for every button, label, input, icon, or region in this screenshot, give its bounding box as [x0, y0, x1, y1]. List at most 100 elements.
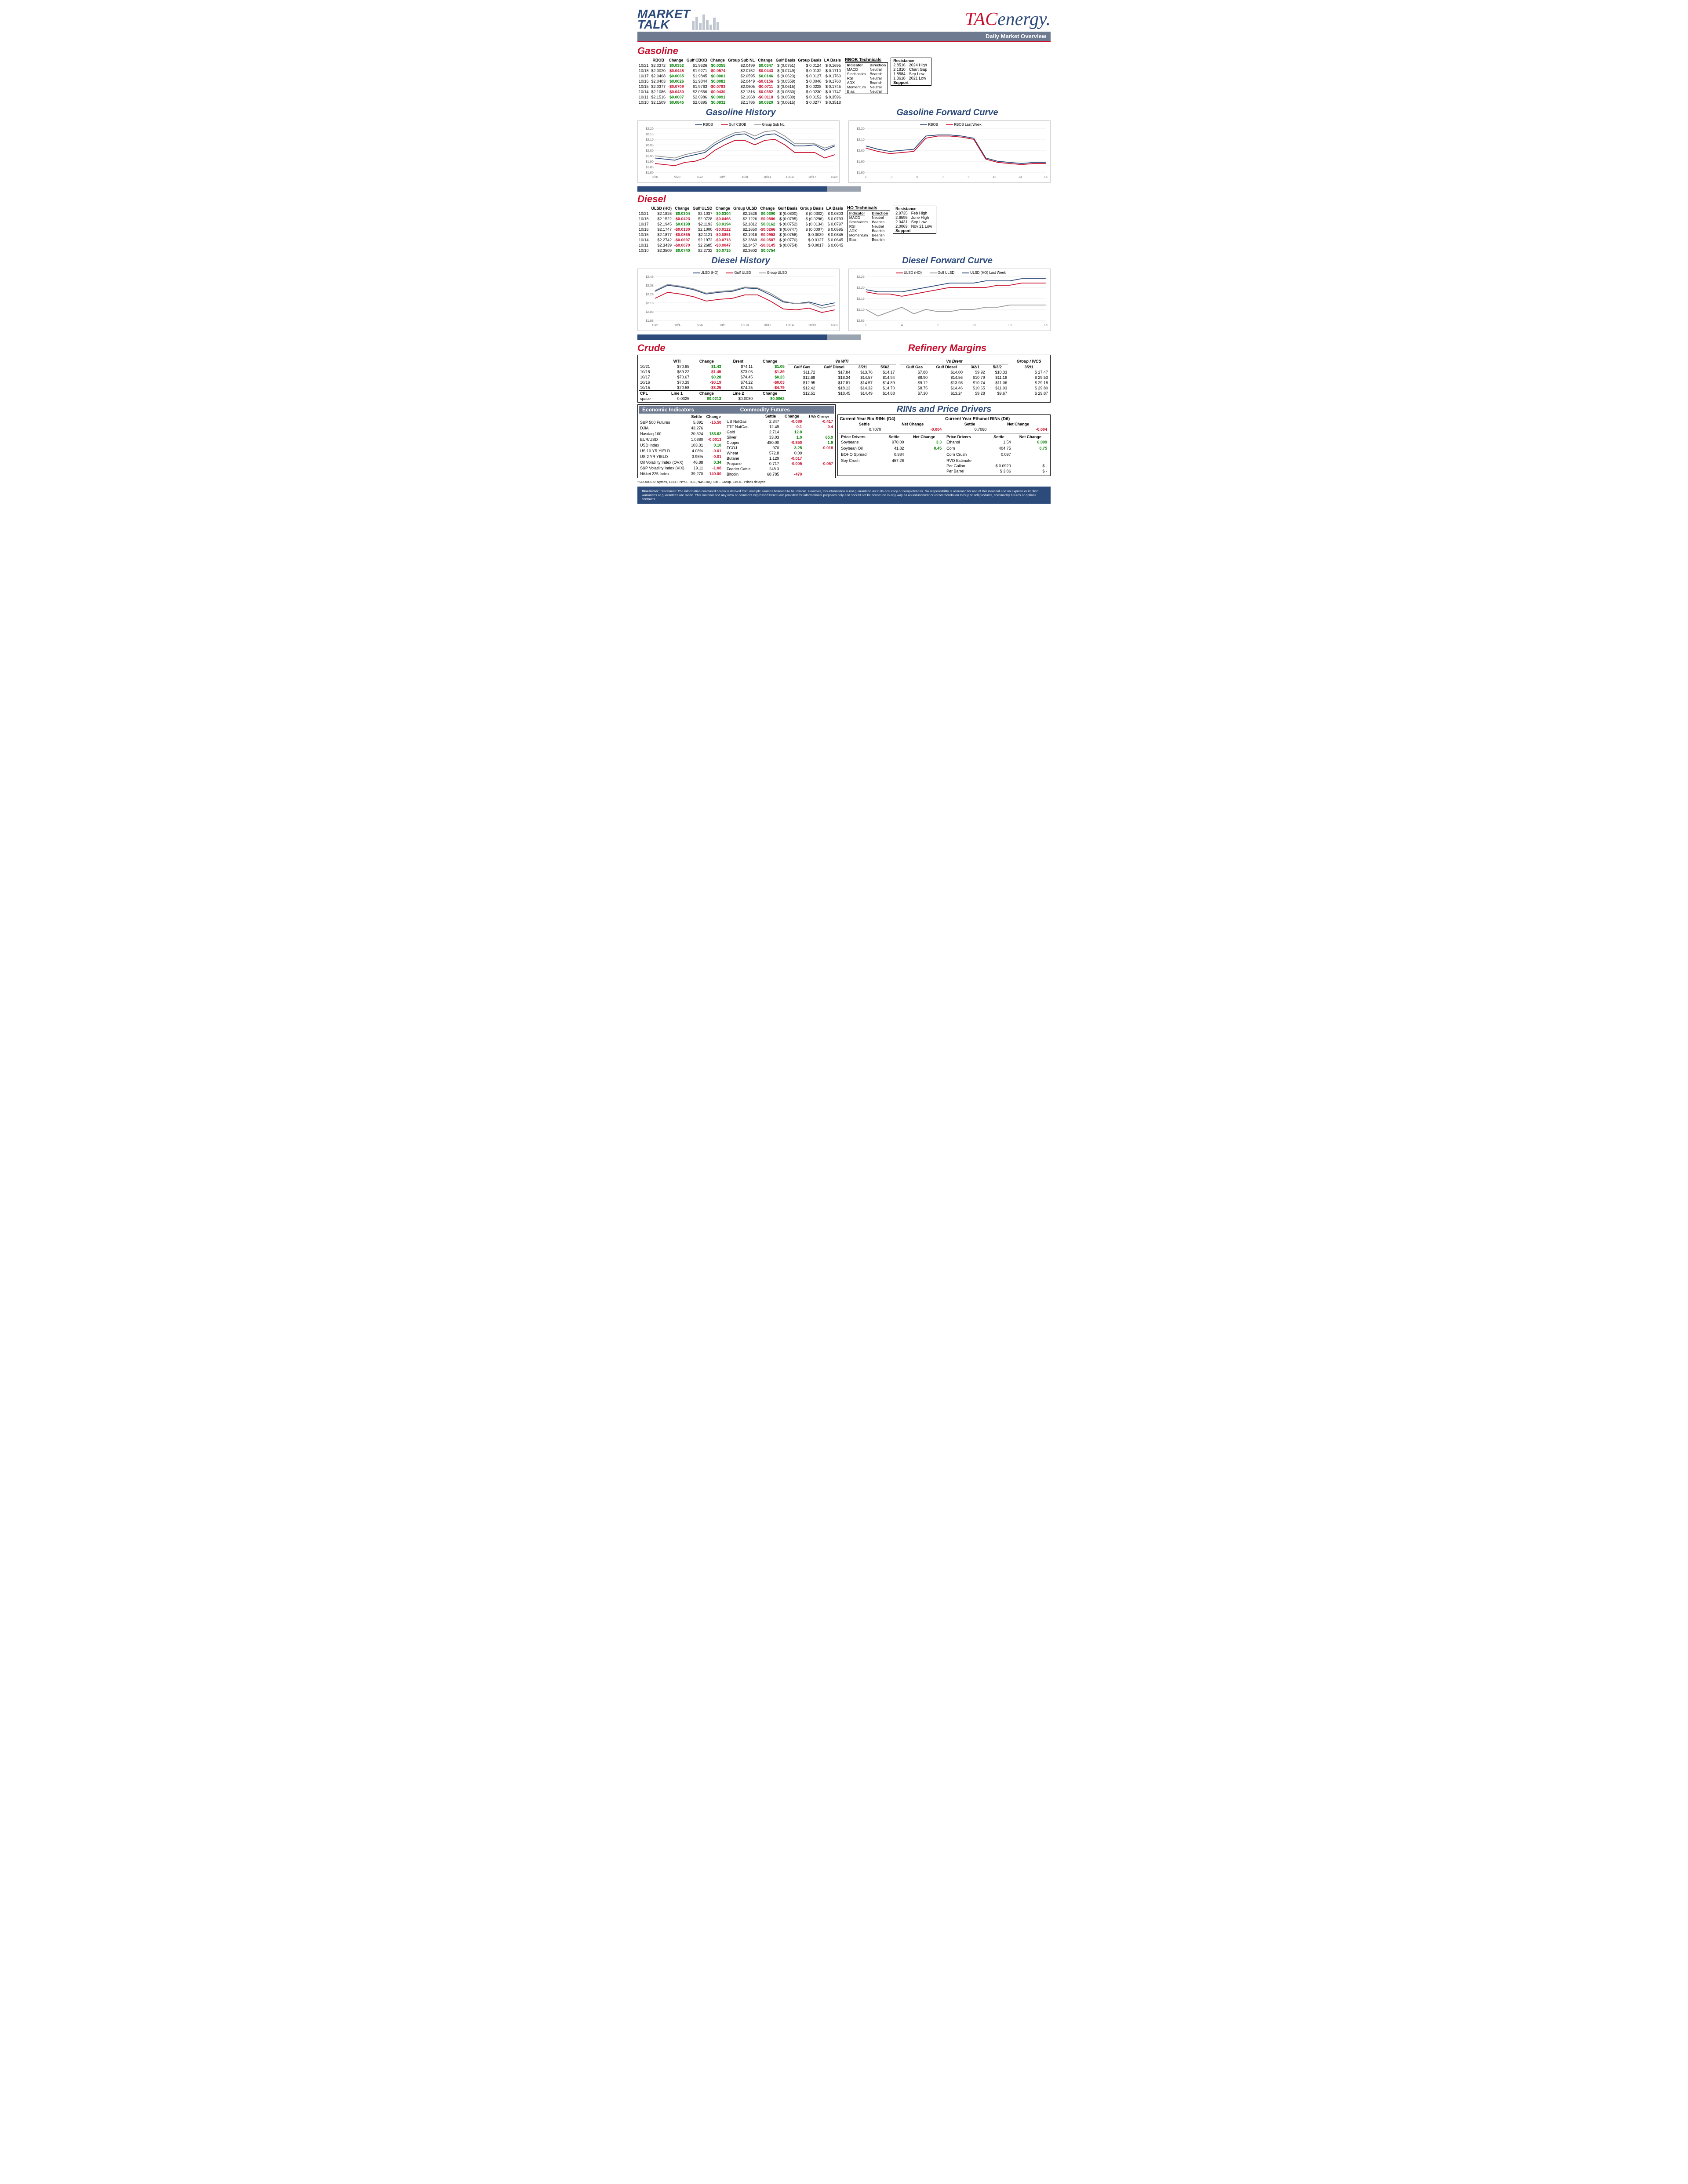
gasoline-resistance-table: Resistance2.85162024 High2.1810Chart Gap… [892, 58, 930, 85]
svg-text:10/2: 10/2 [652, 324, 658, 327]
svg-text:10/20: 10/20 [831, 176, 837, 179]
diesel-resistance-box: Resistance2.9735Feb High2.6595June High2… [893, 206, 936, 234]
svg-text:11: 11 [993, 176, 996, 179]
diesel-table: ULSD (HO)ChangeGulf ULSDChangeGroup ULSD… [637, 206, 844, 253]
svg-text:$2.25: $2.25 [857, 276, 865, 279]
gas-history-chart: RBOBGulf CBOBGroup Sub NL$1.80$1.85$1.90… [637, 120, 840, 183]
diesel-history-title: Diesel History [637, 256, 844, 266]
svg-text:10/4: 10/4 [674, 324, 680, 327]
divider-2 [637, 334, 1051, 340]
svg-text:16: 16 [1044, 324, 1048, 327]
diesel-charts: ULSD (HO)Gulf ULSDGroup ULSD$1.98$2.08$2… [637, 269, 1051, 331]
svg-text:5: 5 [917, 176, 918, 179]
svg-text:7: 7 [937, 324, 939, 327]
tac-blue: energy [997, 9, 1046, 29]
refinery-table: Vs WTIVs BrentGroup / WCSGulf GasGulf Di… [788, 359, 1049, 396]
svg-text:$2.00: $2.00 [857, 149, 865, 153]
svg-text:10/16: 10/16 [808, 324, 816, 327]
diesel-history-chart: ULSD (HO)Gulf ULSDGroup ULSD$1.98$2.08$2… [637, 269, 840, 331]
svg-text:$2.08: $2.08 [646, 311, 654, 314]
svg-text:$2.15: $2.15 [857, 298, 865, 301]
svg-text:$1.90: $1.90 [857, 160, 865, 164]
svg-text:15: 15 [1044, 176, 1048, 179]
svg-text:$2.18: $2.18 [646, 302, 654, 305]
svg-text:10/2: 10/2 [697, 176, 703, 179]
diesel-resistance-table: Resistance2.9735Feb High2.6595June High2… [895, 207, 935, 233]
diesel-section: ULSD (HO)ChangeGulf ULSDChangeGroup ULSD… [637, 206, 1051, 253]
tac-logo: TACenergy. [965, 9, 1051, 30]
svg-text:9/26: 9/26 [652, 176, 658, 179]
bottom-section: Economic Indicators Commodity Futures Se… [637, 404, 1051, 478]
svg-text:$1.95: $1.95 [646, 155, 654, 158]
gasoline-title: Gasoline [637, 45, 1051, 57]
svg-text:10/14: 10/14 [786, 324, 794, 327]
svg-text:10/18: 10/18 [831, 324, 837, 327]
svg-text:1: 1 [865, 176, 867, 179]
crude-title: Crude [637, 342, 844, 354]
svg-text:$2.00: $2.00 [646, 149, 654, 153]
disclaimer-text: Disclaimer: The information contained he… [642, 489, 1038, 501]
svg-text:$2.05: $2.05 [857, 320, 865, 323]
gasoline-resistance-box: Resistance2.85162024 High2.1810Chart Gap… [891, 58, 931, 86]
svg-text:$2.48: $2.48 [646, 276, 654, 279]
svg-text:13: 13 [1018, 176, 1022, 179]
header: MARKET TALK TACenergy. [637, 9, 1051, 30]
crude-table: WTIChangeBrentChange10/21$70.65$1.43$74.… [639, 359, 786, 401]
svg-text:$1.85: $1.85 [646, 166, 654, 169]
econ-title: Economic Indicators [639, 406, 737, 414]
ho-tech-table: IndicatorDirectionMACDNeutralStochastics… [847, 211, 890, 242]
svg-text:10/14: 10/14 [786, 176, 794, 179]
svg-text:4: 4 [901, 324, 903, 327]
market-talk-logo: MARKET TALK [637, 9, 727, 30]
svg-text:10/10: 10/10 [741, 324, 749, 327]
svg-text:3: 3 [891, 176, 892, 179]
svg-text:$1.98: $1.98 [646, 320, 654, 323]
commodity-title: Commodity Futures [737, 406, 835, 414]
svg-text:10/11: 10/11 [764, 176, 771, 179]
rins-title: RINs and Price Drivers [837, 404, 1051, 414]
rins-box: Current Year Bio RINs (D4)SettleNet Chan… [837, 414, 1051, 476]
svg-text:$2.20: $2.20 [646, 127, 654, 131]
gas-history-title: Gasoline History [637, 108, 844, 118]
svg-text:10/6: 10/6 [697, 324, 703, 327]
svg-text:$1.80: $1.80 [857, 171, 865, 174]
svg-text:$2.05: $2.05 [646, 144, 654, 147]
svg-text:$2.38: $2.38 [646, 284, 654, 287]
svg-text:1: 1 [865, 324, 867, 327]
svg-text:9: 9 [968, 176, 970, 179]
svg-text:9/29: 9/29 [674, 176, 680, 179]
svg-text:13: 13 [1008, 324, 1011, 327]
svg-text:$2.10: $2.10 [646, 138, 654, 142]
svg-text:$2.28: $2.28 [646, 293, 654, 296]
rbob-tech-table: IndicatorDirectionMACDNeutralStochastics… [845, 62, 888, 94]
svg-text:10/8: 10/8 [742, 176, 748, 179]
bars-icon [692, 12, 727, 30]
gasoline-section: RBOBChangeGulf CBOBChangeGroup Sub NLCha… [637, 58, 1051, 105]
svg-text:$1.90: $1.90 [646, 160, 654, 164]
svg-text:$2.10: $2.10 [857, 138, 865, 142]
svg-text:10: 10 [972, 324, 975, 327]
rbob-tech-title: RBOB Technicals [845, 58, 888, 62]
commodity-table: SettleChange1 Wk ChangeUS NatGas2.347-0.… [725, 414, 834, 477]
diesel-forward-title: Diesel Forward Curve [844, 256, 1051, 266]
svg-text:10/5: 10/5 [719, 176, 725, 179]
talk-label: TALK [637, 19, 690, 30]
svg-text:10/12: 10/12 [764, 324, 771, 327]
crude-refinery-section: WTIChangeBrentChange10/21$70.65$1.43$74.… [639, 359, 1049, 401]
svg-text:$1.80: $1.80 [646, 171, 654, 174]
gas-forward-chart: RBOBRBOB Last Week$1.80$1.90$2.00$2.10$2… [848, 120, 1051, 183]
svg-text:7: 7 [942, 176, 944, 179]
gasoline-table: RBOBChangeGulf CBOBChangeGroup Sub NLCha… [637, 58, 842, 105]
svg-text:10/17: 10/17 [808, 176, 816, 179]
svg-text:$2.10: $2.10 [857, 309, 865, 312]
disclaimer: Disclaimer: Disclaimer: The information … [637, 487, 1051, 504]
subtitle-bar: Daily Market Overview [637, 32, 1051, 42]
page: MARKET TALK TACenergy. Daily Market Over… [637, 9, 1051, 504]
svg-text:$2.20: $2.20 [857, 287, 865, 290]
ho-tech-title: HO Technicals [847, 206, 890, 211]
econ-table: SettleChangeS&P 500 Futures5,891-15.50DJ… [639, 414, 723, 477]
svg-text:$2.15: $2.15 [646, 133, 654, 136]
tac-red: TAC [965, 9, 997, 29]
gas-forward-title: Gasoline Forward Curve [844, 108, 1051, 118]
refinery-title: Refinery Margins [844, 342, 1051, 354]
